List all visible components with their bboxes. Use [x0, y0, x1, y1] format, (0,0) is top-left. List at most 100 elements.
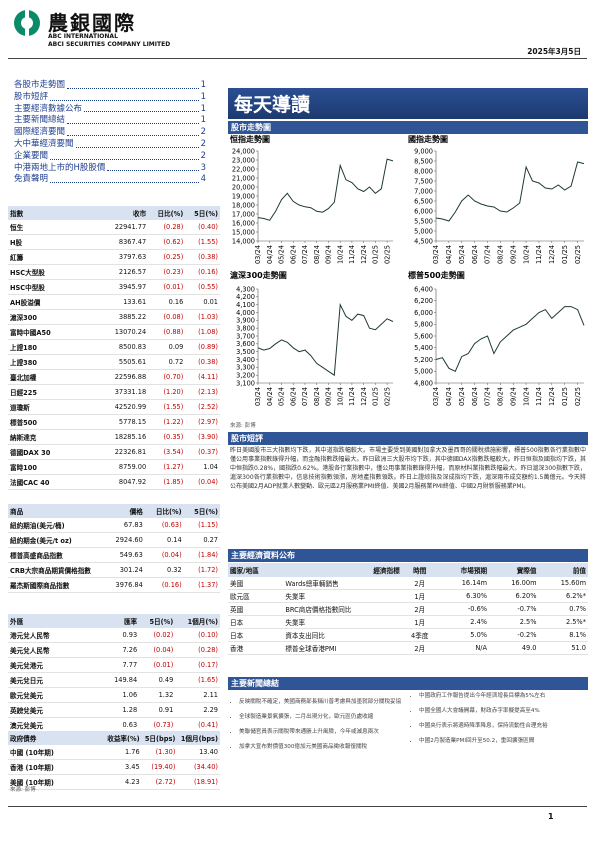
cell: 51.0	[538, 641, 588, 655]
toc-entry: 免責聲明 4	[14, 174, 206, 186]
cell: (0.08)	[148, 309, 186, 325]
cell: 美元兌人民幣	[8, 642, 104, 658]
y-tick-label: 3,400	[236, 356, 255, 364]
x-tick-label: 07/24	[484, 387, 492, 406]
cell: (4.11)	[185, 369, 220, 385]
column-header: 1個月(bps)	[177, 731, 220, 745]
x-tick-label: 10/24	[522, 387, 530, 406]
cell: (1.65)	[175, 672, 220, 688]
y-tick-label: 3,800	[236, 324, 255, 332]
cell: HSC中型股	[8, 279, 104, 295]
cell: 2月	[401, 602, 438, 616]
cell: 失業率	[283, 589, 402, 603]
cell: 6.20%	[489, 589, 539, 603]
column-header: 5日(bps)	[141, 731, 178, 745]
column-header: 商品	[8, 504, 104, 518]
y-tick-label: 17,000	[232, 210, 255, 218]
logo	[14, 10, 40, 36]
cell: 2924.60	[104, 532, 145, 548]
cell: 3797.63	[104, 249, 149, 265]
cell: 16.14m	[437, 577, 490, 590]
cell: (0.38)	[185, 249, 220, 265]
commentary: 昨日美國股市三大指數均下跌，其中道指跌幅較大。市場主要受到美國對加拿大及墨西哥的…	[230, 447, 586, 490]
cell: (0.10)	[175, 628, 220, 643]
cell: 0.16	[148, 294, 186, 310]
toc-entry: 主要新聞總結 1	[14, 115, 206, 127]
table-row: HSC中型股 3945.97 (0.01) (0.55)	[8, 279, 220, 295]
news-item: 全球製造業景氣擴張，二月出現分化，歐元區仍處收縮	[239, 713, 407, 721]
market-table: 指數 收市 日比(%) 5日(%) 恒生 22941.77 (0.28) (0.40) H股 83…	[8, 206, 220, 490]
table-row: 英國 BRC商店價格指數同比 2月 -0.6% -0.7% 0.7%	[228, 602, 588, 616]
x-tick-label: 01/25	[372, 387, 380, 406]
cell: 日經225	[8, 384, 104, 400]
cell: 3.45	[104, 759, 142, 775]
toc-page: 2	[200, 138, 206, 149]
cell: (0.38)	[185, 354, 220, 370]
cell: 羅杰斯國際商品指數	[8, 577, 104, 593]
toc-page: 2	[200, 150, 206, 161]
market-table: 政府債券 收益率(%) 5日(bps) 1個月(bps) 中國 (10年期) 1.76 (1…	[8, 731, 220, 790]
toc: 各股市走勢圖 1 股市短評 1 主要經濟數據公布 1 主要新聞總結 1 國際經濟要聞 2 大中華經濟…	[14, 80, 206, 186]
cell: (0.89)	[185, 339, 220, 355]
x-tick-label: 12/24	[360, 387, 368, 406]
cell: (1.27)	[148, 459, 186, 475]
y-tick-label: 9,000	[414, 147, 433, 155]
news-list: 中國政府工作報告提出今年經濟增長目標為5%左右中國全國人大會議開幕，財政赤字率擬…	[410, 692, 591, 752]
chart-title: 恒指走勢圖	[230, 134, 270, 144]
table-row: 臺北加權 22596.88 (0.70) (4.11)	[8, 369, 220, 385]
cell: (0.88)	[148, 324, 186, 340]
toc-dots	[67, 115, 199, 125]
x-tick-label: 02/25	[383, 245, 391, 264]
x-tick-label: 09/24	[509, 387, 517, 406]
y-tick-label: 4,300	[236, 285, 255, 293]
column-header: 收市	[104, 206, 149, 220]
y-tick-label: 3,700	[236, 332, 255, 340]
table-row: 滬深300 3885.22 (0.08) (1.03)	[8, 309, 220, 325]
toc-entry: 各股市走勢圖 1	[14, 80, 206, 92]
cell: 1.32	[139, 687, 176, 703]
cell: 紐約期油(美元/桶)	[8, 518, 104, 533]
cell: 8047.92	[104, 474, 149, 490]
cell: (0.17)	[175, 657, 220, 673]
x-tick-label: 03/24	[254, 387, 262, 406]
cell: 22596.88	[104, 369, 149, 385]
cell: 0.27	[183, 532, 220, 548]
y-tick-label: 4,100	[236, 301, 255, 309]
date: 2025年3月5日	[527, 47, 581, 56]
cell: 2.5%*	[538, 615, 588, 629]
cell: (1.08)	[185, 324, 220, 340]
table-row: HSC大型股 2126.57 (0.23) (0.16)	[8, 264, 220, 280]
price-line	[435, 306, 585, 372]
cell: 13070.24	[104, 324, 149, 340]
y-tick-label: 3,600	[236, 340, 255, 348]
column-header: 政府債券	[8, 731, 104, 745]
x-tick-label: 11/24	[535, 245, 543, 264]
table-row: 紅籌 3797.63 (0.25) (0.38)	[8, 249, 220, 265]
cell: (0.23)	[148, 264, 186, 280]
cell: 0.7%	[538, 602, 588, 616]
cell: 5778.15	[104, 414, 149, 430]
cell: (1.55)	[148, 399, 186, 415]
cell: Wards總車輛銷售	[283, 577, 402, 590]
table-row: 中國 (10年期) 1.76 (1.30) 13.40	[8, 745, 220, 760]
news-item: 中國政府工作報告提出今年經濟增長目標為5%左右	[419, 692, 591, 700]
y-tick-label: 4,200	[236, 293, 255, 301]
cell: (1.15)	[183, 518, 220, 533]
cell: 13.40	[177, 745, 220, 760]
x-tick-label: 03/24	[254, 245, 262, 264]
table-row: 日經225 37331.18 (1.20) (2.13)	[8, 384, 220, 400]
cell: 日本	[228, 628, 284, 642]
cell: 失業率	[283, 615, 402, 629]
table-row: 香港 (10年期) 3.45 (19.40) (34.40)	[8, 759, 220, 775]
cell: 22326.81	[104, 444, 149, 460]
cell: 15.60m	[538, 577, 588, 590]
cell: 133.61	[104, 294, 149, 310]
cell: 8759.00	[104, 459, 149, 475]
table-row: 美元兌港元 7.77 (0.01) (0.17)	[8, 657, 220, 673]
table-row: 標普高盛商品指數 549.63 (0.04) (1.84)	[8, 547, 220, 563]
cell: 紐約期金(美元/t oz)	[8, 532, 104, 548]
header-row: 指數 收市 日比(%) 5日(%)	[8, 206, 220, 220]
cell: 英鎊兌美元	[8, 702, 104, 718]
news-list: 反映關稅不確定，美國商務部長稱川普考慮與加墨就部分關稅妥協全球製造業景氣擴張，二…	[230, 698, 407, 758]
toc-dots	[67, 127, 199, 136]
